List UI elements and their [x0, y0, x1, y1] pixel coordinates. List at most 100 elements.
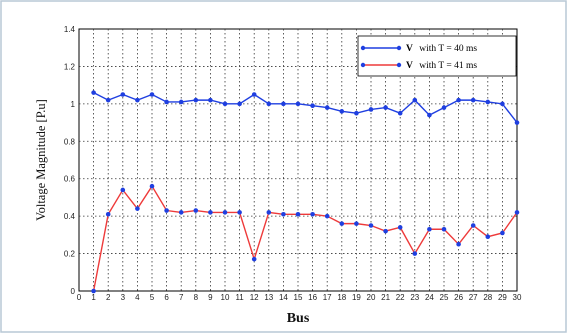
x-tick-label: 24 — [425, 293, 434, 302]
x-tick-label: 22 — [396, 293, 405, 302]
series-2-point — [339, 221, 345, 226]
svg-text:V with T = 41 ms: V with T = 41 ms — [406, 61, 477, 71]
x-tick-label: 5 — [150, 293, 155, 302]
series-1-point — [485, 99, 491, 105]
x-tick-label: 4 — [135, 293, 140, 302]
y-tick-labels: 0 0.2 0.4 0.6 0.8 1 1.2 1.4 — [64, 25, 76, 296]
series-2-point — [120, 187, 126, 193]
legend-box — [357, 35, 517, 77]
series-2-point — [237, 210, 242, 215]
series-1-point — [368, 107, 374, 112]
legend-marker-2 — [360, 62, 366, 68]
x-tick-label: 7 — [179, 293, 184, 302]
series-2-point — [412, 251, 418, 256]
x-tick-label: 16 — [308, 293, 317, 302]
series-1-point — [91, 90, 96, 95]
series-2-point — [383, 228, 388, 234]
legend-marker-1 — [360, 45, 366, 51]
series-1-point — [397, 110, 403, 116]
legend-symbol-1: V — [406, 44, 413, 54]
series-1-point — [427, 112, 432, 118]
legend-entry-1: V with T = 40 ms — [360, 44, 477, 54]
x-tick-label: 11 — [235, 293, 244, 302]
y-tick-label: 0.8 — [64, 137, 76, 146]
series-2-point — [397, 225, 403, 230]
x-tick-labels: 0 1 2 3 4 5 6 7 8 9 10 11 12 13 14 15 16 17 18 19 20 21 22 23 24… — [77, 293, 522, 302]
x-tick-label: 14 — [279, 293, 288, 302]
legend-marker-2b — [396, 62, 402, 68]
series-2-point — [266, 210, 272, 215]
x-tick-label: 0 — [77, 293, 82, 302]
y-tick-label: 1.4 — [64, 25, 76, 34]
y-tick-label: 0.2 — [64, 250, 76, 259]
series-1-point — [456, 97, 461, 103]
series-1-point — [222, 101, 228, 107]
series-1-point — [324, 105, 330, 110]
series-2-point — [208, 210, 213, 215]
x-tick-label: 18 — [337, 293, 346, 302]
series-2-point — [149, 183, 155, 189]
series-2-point — [485, 234, 491, 240]
series-1-point — [412, 97, 418, 103]
series-1-point — [500, 101, 505, 107]
series-2-point — [91, 288, 96, 294]
series-1-point — [310, 103, 315, 109]
x-tick-label: 10 — [221, 293, 230, 302]
x-tick-label: 6 — [164, 293, 169, 302]
series-2-point — [456, 241, 461, 247]
x-tick-label: 13 — [264, 293, 273, 302]
x-tick-label: 20 — [367, 293, 376, 302]
series-1-line — [93, 92, 518, 124]
x-tick-label: 8 — [194, 293, 199, 302]
series-layer — [91, 90, 520, 294]
x-axis-label: Bus — [287, 311, 310, 326]
series-1-point — [120, 92, 126, 97]
legend-label-2: with T = 41 ms — [419, 61, 477, 71]
series-1-point — [354, 110, 359, 116]
x-tick-label: 3 — [121, 293, 126, 302]
legend-label-1: with T = 40 ms — [419, 44, 477, 54]
series-1-point — [178, 99, 184, 105]
x-tick-label: 1 — [91, 293, 96, 302]
x-tick-label: 15 — [294, 293, 303, 302]
series-2-point — [222, 210, 228, 215]
series-1-point — [383, 105, 388, 110]
series-1-point — [470, 97, 476, 103]
series-1-point — [105, 97, 111, 103]
x-tick-label: 28 — [483, 293, 492, 302]
series-1-point — [164, 99, 169, 105]
x-tick-label: 23 — [410, 293, 419, 302]
series-2-point — [500, 230, 505, 236]
y-tick-label: 0 — [71, 287, 76, 296]
series-1-point — [193, 97, 199, 103]
series-1-point — [441, 105, 447, 110]
series-2-point — [295, 211, 301, 217]
x-tick-label: 21 — [381, 293, 390, 302]
x-tick-label: 25 — [440, 293, 449, 302]
legend: V with T = 40 ms V with T = 41 ms — [357, 35, 517, 77]
x-tick-label: 19 — [352, 293, 361, 302]
series-1-point — [149, 92, 155, 97]
series-2-point — [441, 226, 447, 232]
y-tick-label: 0.4 — [64, 212, 76, 221]
series-1-point — [295, 101, 301, 107]
series-2-point — [178, 210, 184, 215]
svg-text:V with T = 40 ms: V with T = 40 ms — [406, 44, 477, 54]
y-axis-label: Voltage Magnitude [P.u] — [34, 99, 48, 221]
legend-entry-2: V with T = 41 ms — [360, 61, 477, 71]
series-1-point — [237, 101, 242, 107]
series-1-point — [208, 97, 213, 103]
x-tick-label: 26 — [454, 293, 463, 302]
series-2-line — [92, 184, 518, 292]
series-1-point — [251, 92, 257, 97]
series-2-point — [164, 208, 169, 213]
series-1-point — [339, 109, 345, 114]
x-tick-label: 30 — [513, 293, 522, 302]
series-2-point — [427, 226, 432, 232]
series-2-point — [251, 256, 257, 262]
y-tick-label: 1 — [71, 100, 76, 109]
series-2-point — [105, 211, 111, 217]
series-2-point — [135, 206, 140, 211]
x-tick-label: 12 — [250, 293, 259, 302]
